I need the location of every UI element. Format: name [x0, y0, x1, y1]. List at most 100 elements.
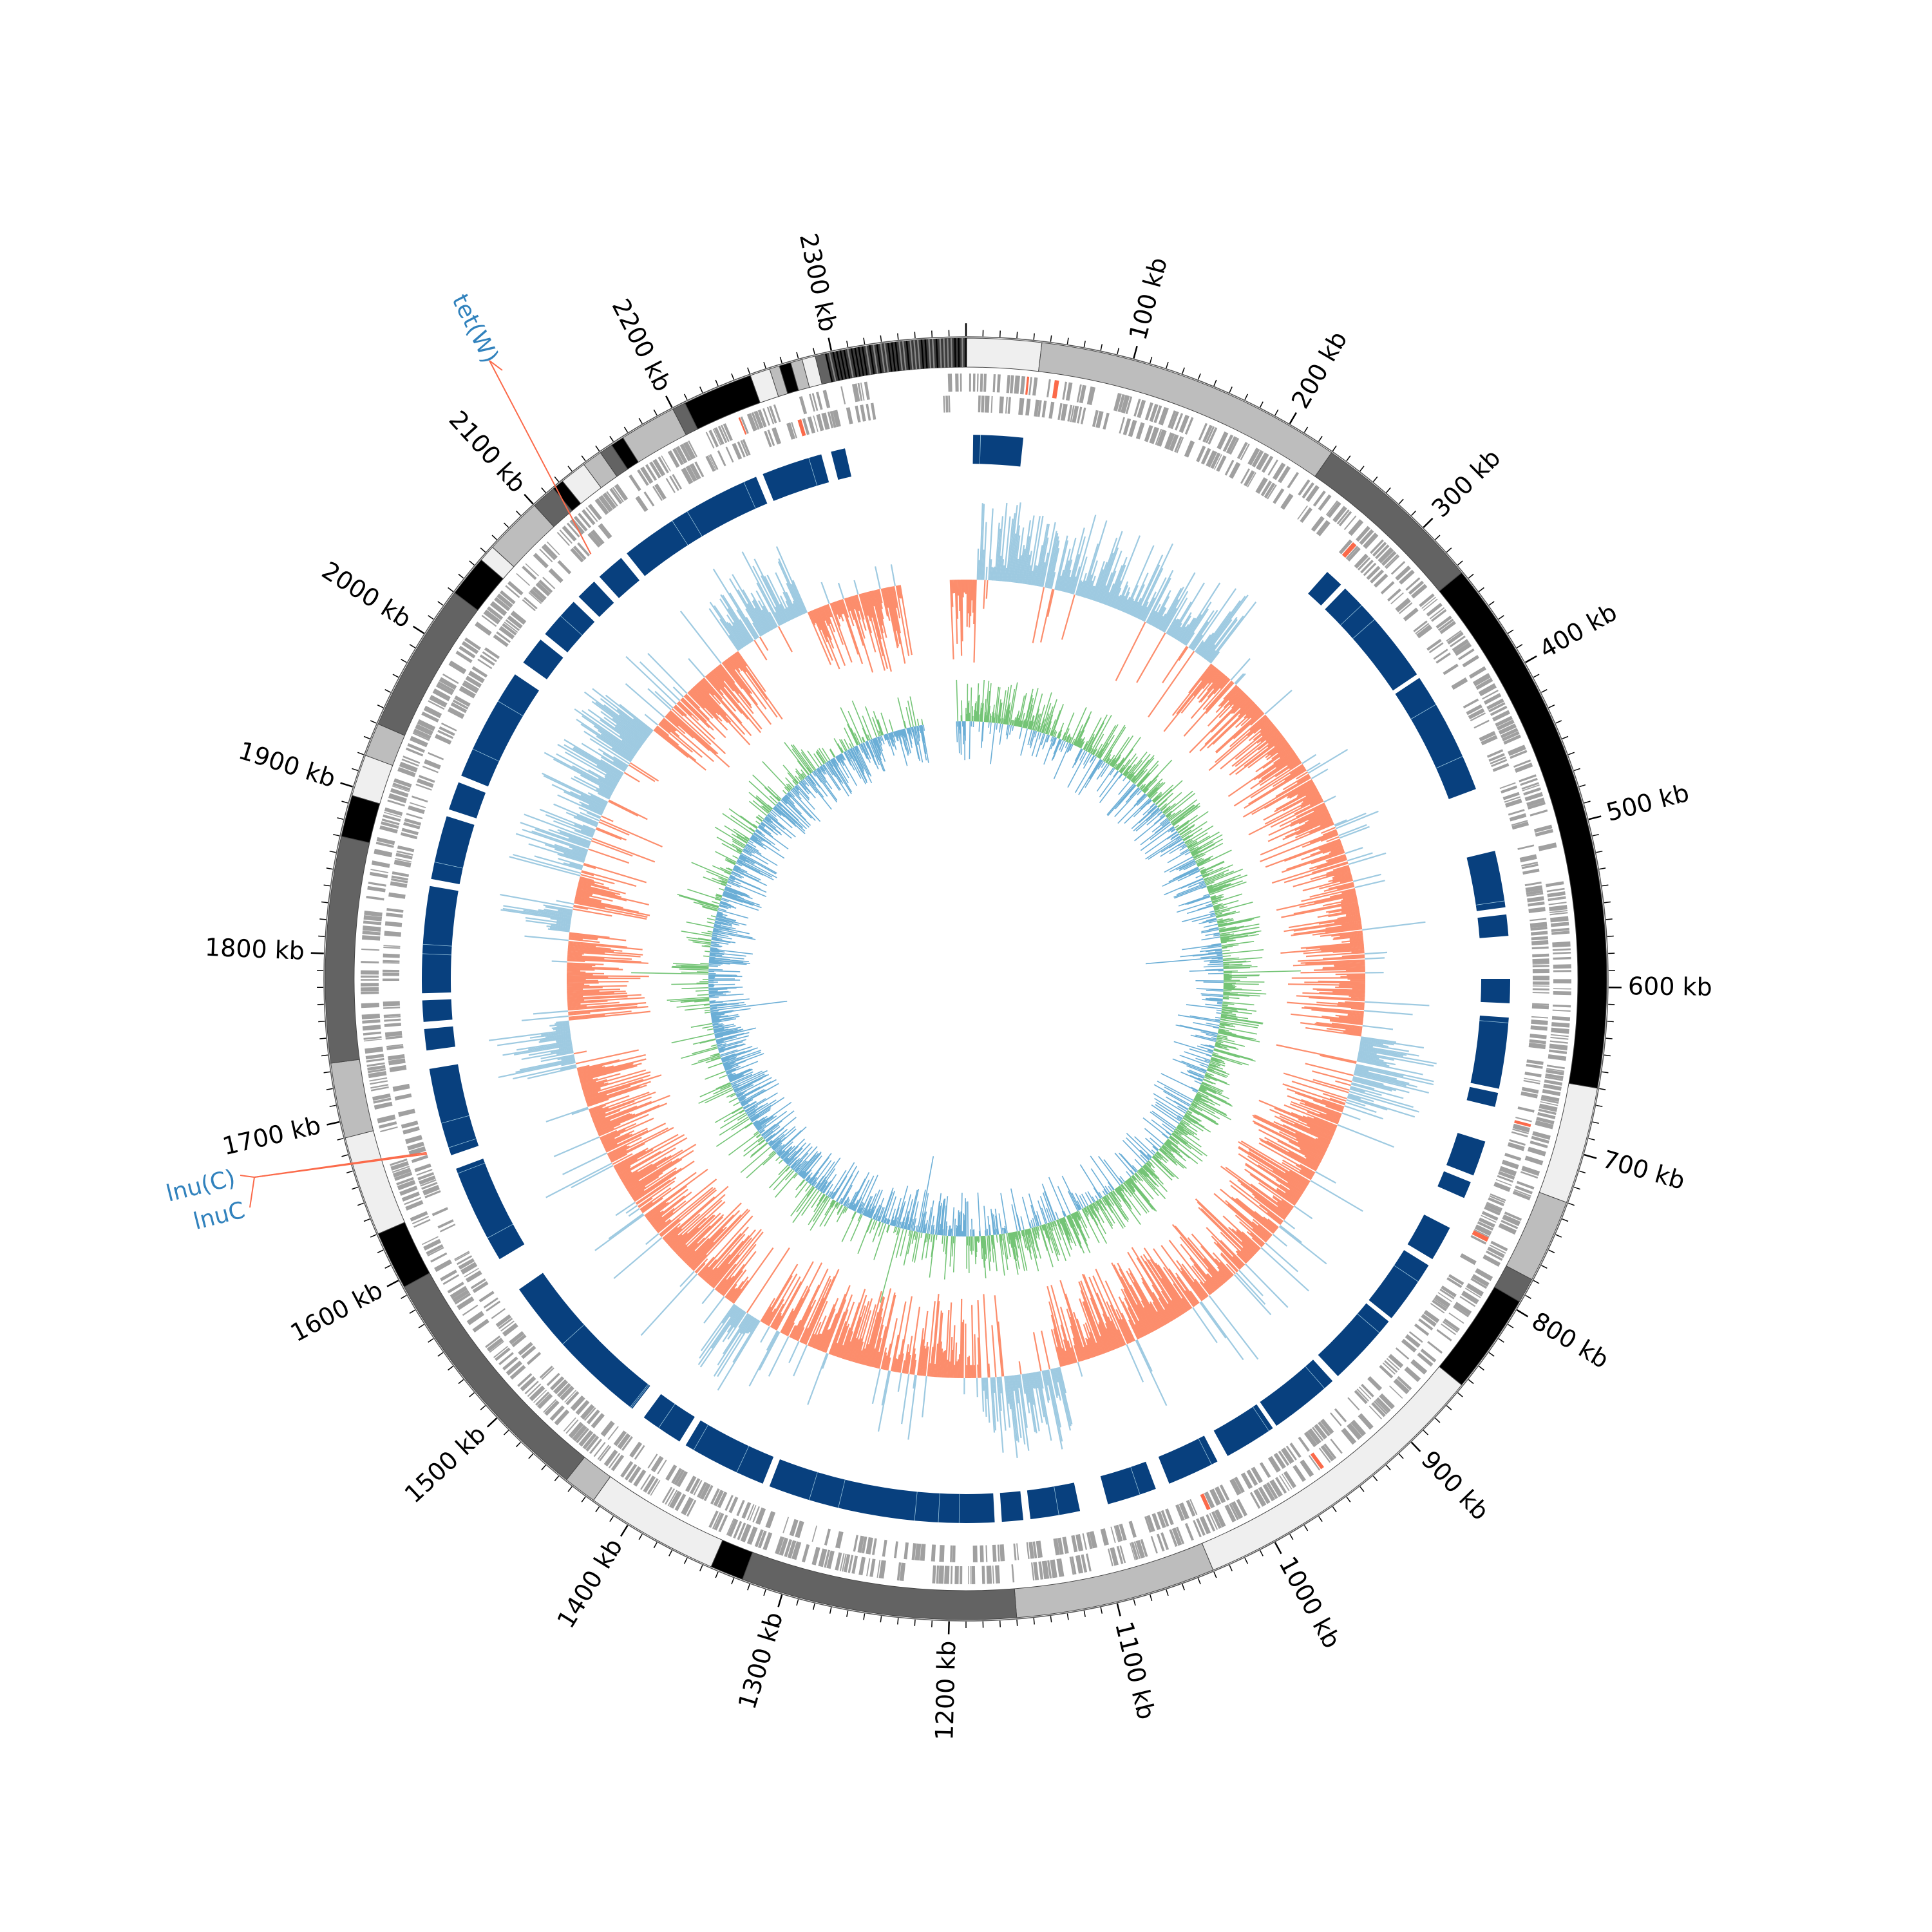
gc-bar — [627, 1150, 694, 1193]
gc-bar — [825, 1299, 847, 1353]
gc-skew-bar — [745, 1092, 778, 1113]
gc-skew-bar — [726, 1073, 733, 1077]
gc-bar — [1321, 1016, 1363, 1022]
gc-skew-bar — [1090, 1168, 1109, 1195]
gc-bar — [1032, 1332, 1042, 1372]
gc-skew-bar — [712, 1023, 723, 1027]
gene-feature — [535, 1391, 550, 1406]
gc-skew-bar — [776, 1130, 802, 1154]
gc-skew-bar — [1021, 1197, 1032, 1229]
gc-bar — [1217, 1266, 1229, 1280]
gc-skew-bar — [1075, 756, 1097, 793]
gc-skew-bar — [1191, 915, 1216, 922]
gc-bar — [1268, 807, 1327, 836]
gc-skew-bar — [1141, 785, 1146, 791]
gc-bar — [1254, 1211, 1278, 1230]
gc-skew-bar — [786, 1148, 803, 1165]
gc-skew-bar — [913, 1231, 916, 1237]
gc-bar — [581, 1079, 607, 1088]
gc-bar — [1127, 600, 1135, 614]
gene-feature — [1531, 1019, 1548, 1025]
gc-bar — [1199, 699, 1253, 752]
gene-feature — [416, 1168, 433, 1176]
gene-feature — [1274, 1477, 1287, 1494]
gc-bar — [580, 1077, 598, 1084]
gc-bar — [777, 561, 803, 615]
gc-skew-bar — [744, 1122, 753, 1129]
gc-skew-bar — [1200, 1085, 1229, 1099]
gene-feature — [1437, 618, 1454, 632]
gc-skew-bar — [900, 1229, 907, 1256]
gene-feature — [556, 1383, 571, 1397]
gc-skew-bar — [728, 1068, 752, 1080]
gene-feature — [549, 1405, 565, 1421]
gc-bar — [580, 811, 600, 822]
contig-segment — [1314, 452, 1463, 592]
gc-skew-bar — [732, 1073, 765, 1090]
gene-feature — [1535, 829, 1553, 837]
alignment-break — [1198, 1438, 1212, 1465]
gc-bar — [735, 652, 747, 667]
gc-skew-bar — [1101, 761, 1106, 768]
contig-segment — [824, 337, 967, 383]
gc-bar — [545, 1033, 571, 1038]
gene-feature — [1089, 1531, 1097, 1549]
gene-feature — [1082, 1533, 1088, 1550]
gc-skew-bar — [843, 1197, 849, 1206]
gc-bar — [1296, 786, 1316, 797]
gc-bar — [1054, 535, 1068, 590]
gc-skew-bar — [1160, 838, 1183, 853]
gc-bar — [1283, 919, 1361, 933]
gc-skew-bar — [1058, 734, 1062, 739]
gc-skew-bar — [1203, 1078, 1216, 1085]
gc-skew-bar — [1090, 1204, 1094, 1209]
gene-feature — [1170, 411, 1179, 430]
gc-bar — [644, 714, 659, 726]
gc-bar — [745, 608, 763, 636]
gene-feature — [1144, 424, 1153, 442]
gc-skew-bar — [1041, 734, 1046, 746]
alignment-break — [808, 457, 818, 486]
gc-bar — [1094, 537, 1118, 601]
gene-feature — [502, 623, 517, 636]
gene-feature — [576, 1428, 589, 1444]
gc-bar — [687, 692, 714, 719]
gc-bar — [582, 1071, 651, 1093]
gc-bar — [1107, 1316, 1122, 1347]
gc-bar — [1265, 1242, 1299, 1273]
gc-skew-bar — [1166, 1131, 1171, 1136]
gc-skew-bar — [726, 1068, 737, 1074]
gc-bar — [1173, 627, 1182, 639]
gc-bar — [593, 1105, 638, 1124]
gc-skew-bar — [1098, 1155, 1121, 1186]
gc-skew-bar — [708, 974, 737, 976]
gc-bar — [886, 1318, 898, 1370]
gene-feature — [460, 1262, 478, 1274]
gc-bar — [1206, 672, 1223, 692]
gc-skew-bar — [757, 1124, 766, 1132]
gc-bar — [488, 1029, 571, 1041]
gc-bar — [1277, 1140, 1321, 1164]
gc-skew-bar — [1098, 1191, 1103, 1198]
gc-skew-bar — [1164, 1142, 1183, 1158]
gc-bar — [564, 739, 623, 775]
gene-feature — [848, 1555, 854, 1573]
gene-feature — [1453, 1305, 1470, 1318]
gc-skew-bar — [1084, 717, 1102, 751]
gc-skew-bar — [775, 1156, 781, 1162]
gc-bar — [1305, 943, 1364, 950]
gc-bar — [1180, 668, 1218, 714]
gc-bar — [1030, 515, 1044, 585]
gc-bar — [845, 1294, 867, 1360]
gc-bar — [1305, 1027, 1361, 1037]
gc-bar — [719, 663, 735, 683]
gene-feature — [397, 845, 415, 853]
gc-skew-bar — [1176, 860, 1195, 871]
gc-bar — [1050, 572, 1056, 589]
gc-bar — [526, 920, 571, 927]
gc-bar — [991, 1325, 997, 1378]
gc-skew-bar — [740, 1146, 772, 1173]
gc-skew-bar — [1171, 833, 1179, 839]
gene-feature — [397, 766, 416, 777]
alignment-break — [1253, 1406, 1269, 1432]
